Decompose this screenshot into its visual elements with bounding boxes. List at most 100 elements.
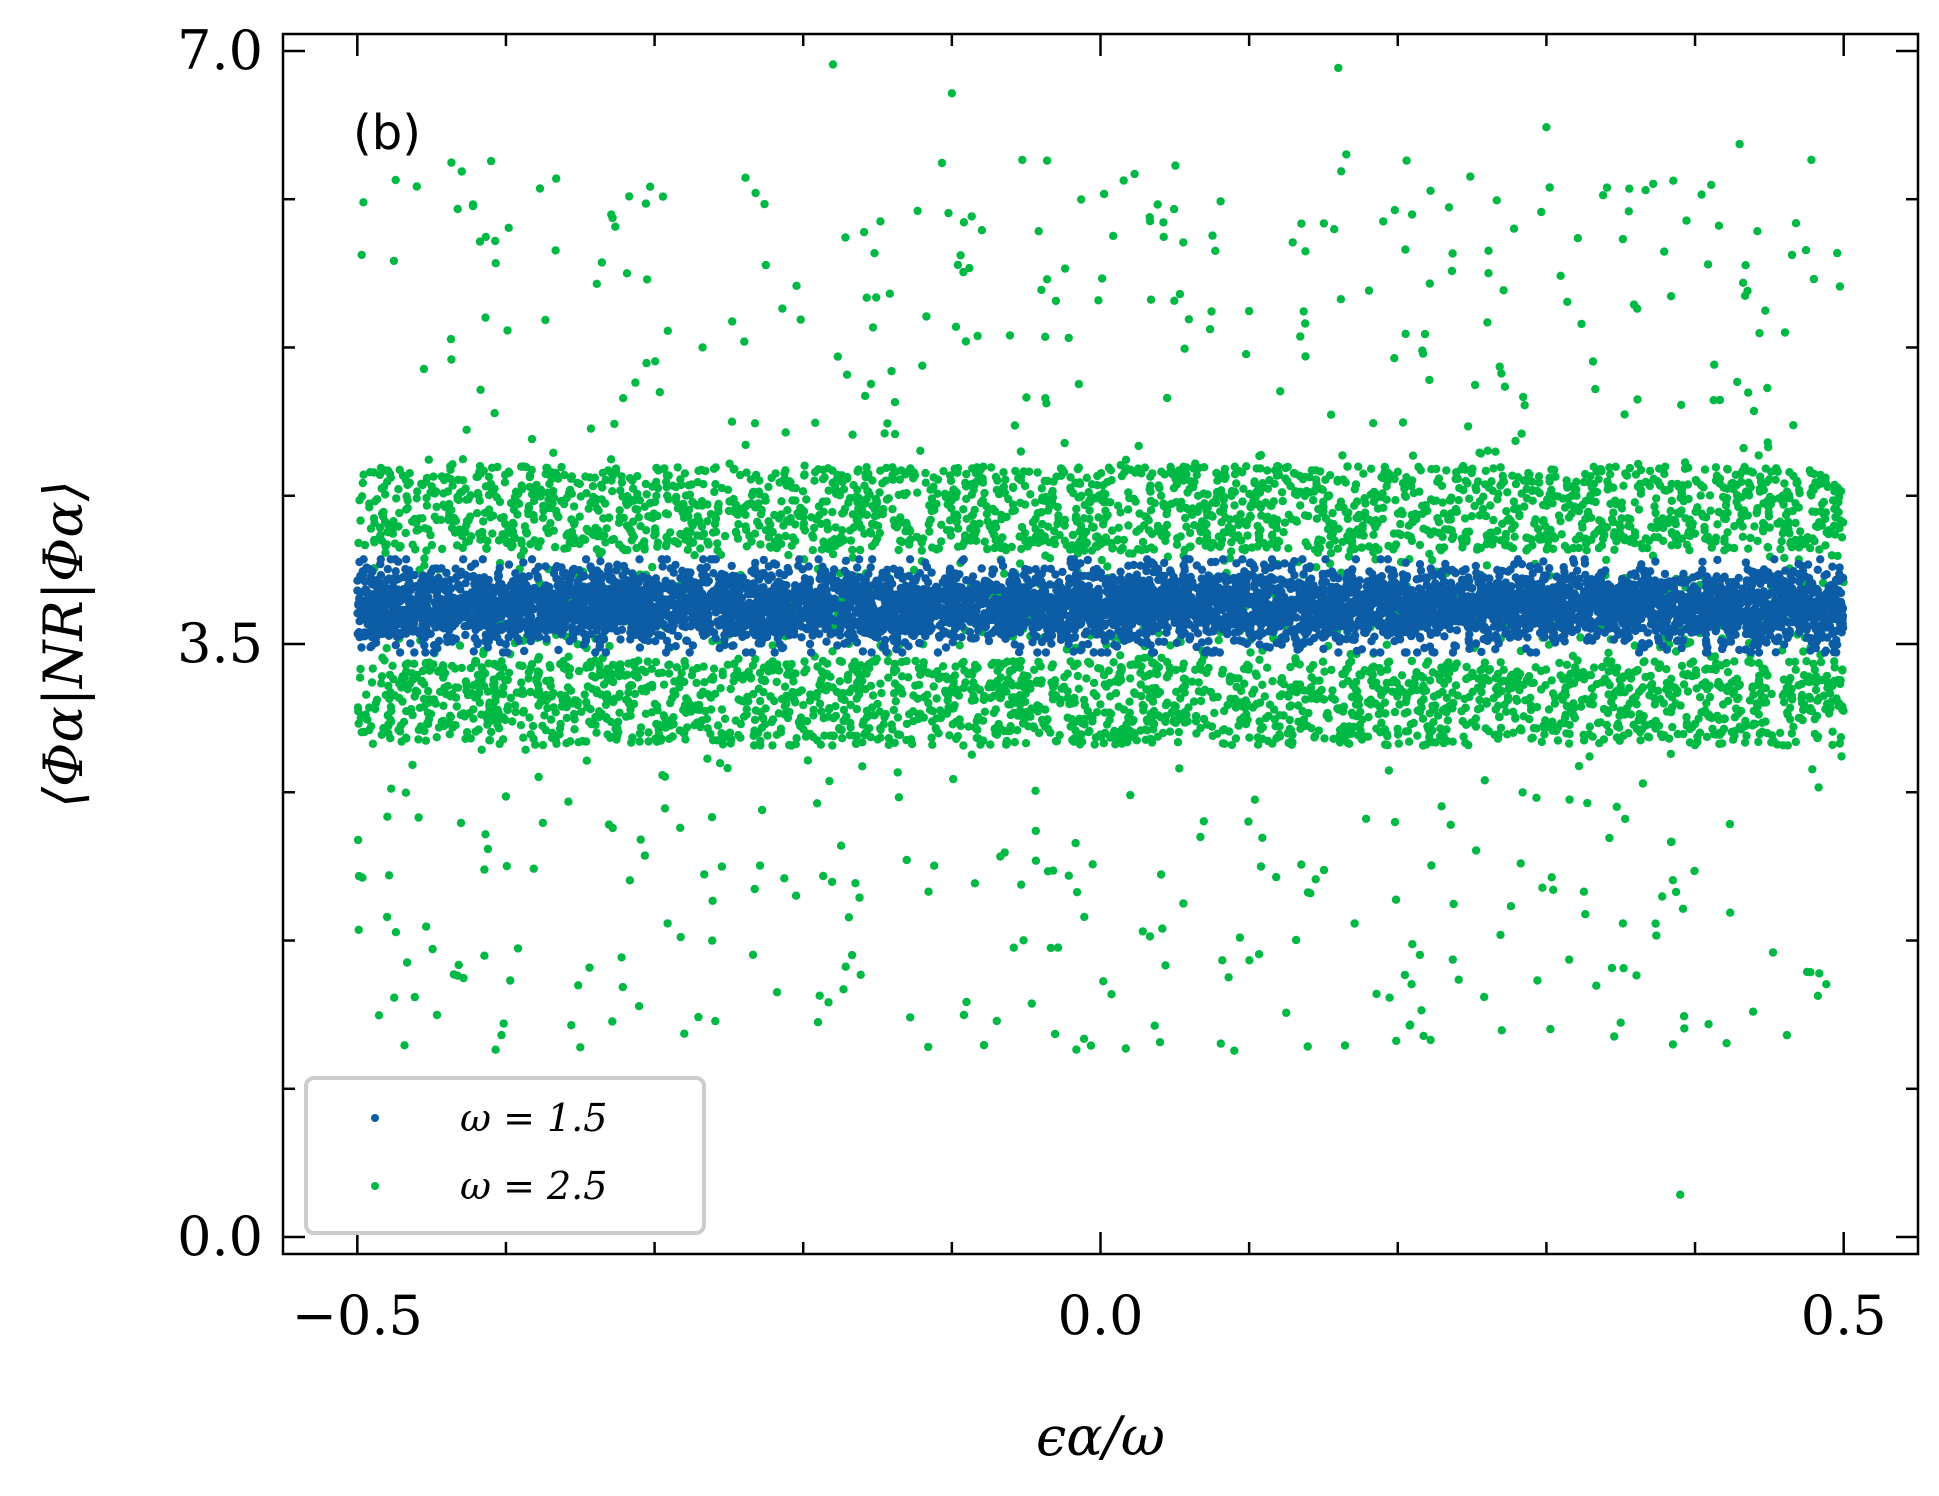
data-point <box>374 1011 384 1020</box>
data-point <box>1787 684 1796 694</box>
data-point <box>1732 497 1741 507</box>
data-point <box>1519 392 1528 402</box>
data-point <box>1696 491 1705 500</box>
data-point <box>1044 499 1054 509</box>
data-point <box>648 562 657 572</box>
data-point <box>481 830 490 839</box>
data-point <box>439 701 448 710</box>
data-point <box>679 705 688 715</box>
data-point <box>627 529 637 538</box>
data-point <box>1103 562 1112 571</box>
data-point <box>1224 973 1233 982</box>
data-point <box>1134 441 1143 451</box>
data-point <box>453 971 462 980</box>
data-point <box>740 337 749 346</box>
data-point <box>1576 533 1585 543</box>
data-point <box>815 991 824 1000</box>
data-point <box>1801 246 1811 255</box>
data-point <box>1251 669 1260 678</box>
data-point <box>1455 483 1464 493</box>
data-point <box>768 741 777 750</box>
data-point <box>1009 943 1018 952</box>
data-point <box>356 664 365 674</box>
data-point <box>711 514 720 523</box>
data-point <box>1402 473 1411 482</box>
data-point <box>529 864 538 873</box>
data-point <box>980 537 989 546</box>
data-point <box>1761 717 1770 726</box>
data-point <box>372 495 382 504</box>
data-point <box>1562 660 1572 669</box>
data-point <box>758 714 768 723</box>
data-point <box>1226 694 1235 703</box>
data-point <box>1393 467 1403 476</box>
data-point <box>1579 887 1589 896</box>
data-point <box>1811 685 1821 695</box>
data-point <box>1406 1020 1415 1029</box>
data-point <box>593 532 602 541</box>
data-point <box>525 473 534 482</box>
data-point <box>1350 919 1359 928</box>
data-point <box>354 538 363 548</box>
data-point <box>1569 679 1579 688</box>
data-point <box>1047 488 1057 497</box>
data-point <box>1466 172 1475 181</box>
data-point <box>868 476 877 485</box>
data-point <box>1830 663 1839 672</box>
data-point <box>503 705 512 715</box>
data-point <box>1125 697 1134 706</box>
data-point <box>1650 533 1659 542</box>
data-point <box>708 896 717 905</box>
data-point <box>518 661 527 671</box>
data-point <box>1347 657 1356 666</box>
data-point <box>1577 319 1586 329</box>
data-point <box>1213 692 1222 702</box>
data-point <box>883 656 893 666</box>
data-point <box>1808 765 1817 774</box>
data-point <box>831 481 840 490</box>
data-point <box>723 485 733 494</box>
data-point <box>851 879 860 888</box>
data-point <box>1369 530 1378 539</box>
data-point <box>1113 501 1123 510</box>
data-point <box>1659 699 1669 708</box>
data-point <box>1059 682 1069 691</box>
data-point <box>1641 672 1650 682</box>
data-point <box>1030 724 1039 733</box>
data-point <box>1450 663 1459 672</box>
data-point <box>1426 186 1435 195</box>
data-point <box>921 468 930 478</box>
data-point <box>1245 733 1254 742</box>
data-point <box>1303 1042 1312 1051</box>
data-point <box>1444 515 1453 524</box>
data-point <box>827 877 837 887</box>
data-point <box>357 711 366 721</box>
data-point <box>624 688 633 697</box>
data-point <box>1496 930 1505 940</box>
data-point <box>993 680 1002 689</box>
data-point <box>1138 537 1148 547</box>
data-point <box>1145 932 1155 941</box>
data-point <box>1011 661 1021 670</box>
data-point <box>774 709 783 718</box>
data-point <box>1146 472 1155 481</box>
data-point <box>870 711 879 720</box>
data-point <box>1002 687 1011 696</box>
data-point <box>1678 904 1688 913</box>
data-point <box>1067 714 1076 724</box>
data-point <box>1086 497 1095 507</box>
data-point <box>1148 697 1158 706</box>
data-point <box>1419 524 1428 533</box>
data-point <box>1624 207 1634 216</box>
data-point <box>552 174 561 183</box>
data-point <box>519 706 528 716</box>
data-point <box>783 506 792 515</box>
data-point <box>1735 680 1745 689</box>
data-point <box>1602 183 1612 192</box>
data-point <box>885 289 894 298</box>
data-point <box>1197 657 1207 666</box>
data-point <box>1740 291 1750 300</box>
data-point <box>1528 477 1537 486</box>
data-point <box>1789 722 1798 732</box>
data-point <box>1296 332 1305 341</box>
